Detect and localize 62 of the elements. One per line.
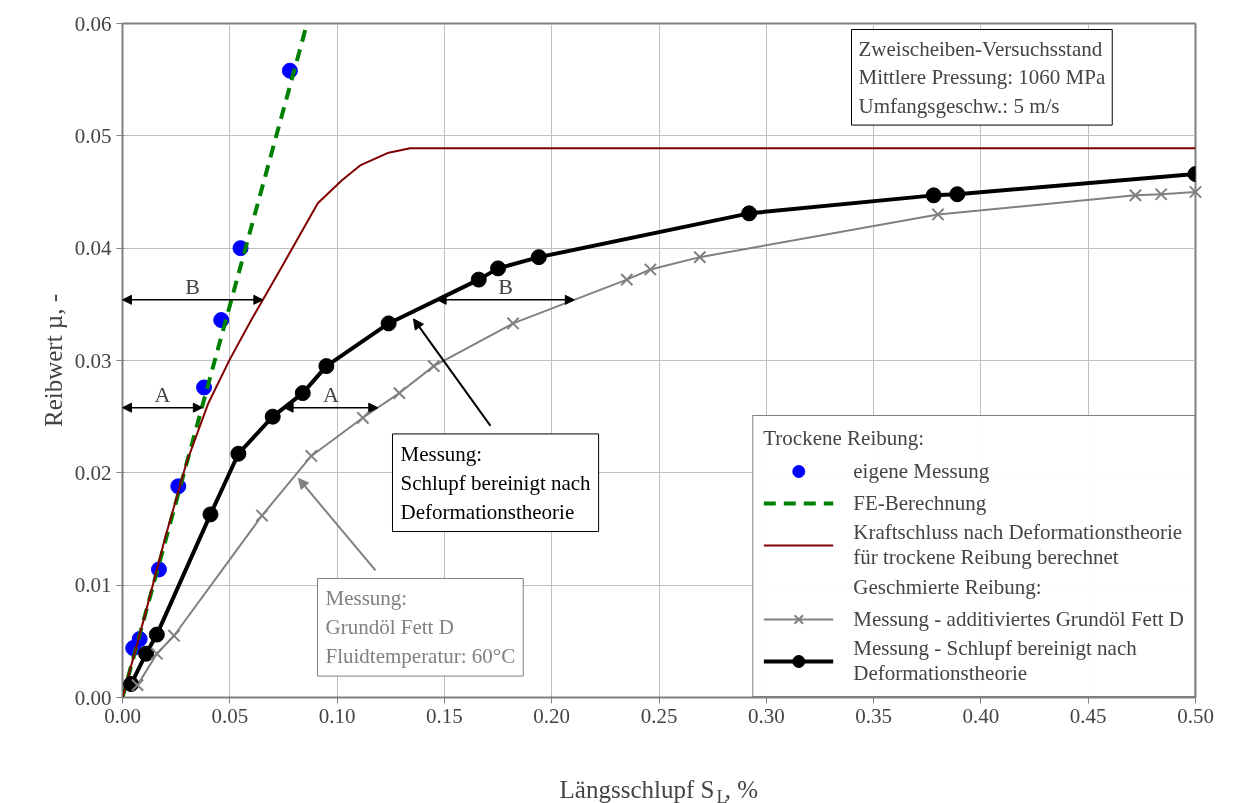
point xyxy=(167,629,181,643)
point xyxy=(202,506,219,523)
point xyxy=(741,205,758,222)
point xyxy=(264,408,281,425)
annotation: Messung: Grundöl Fett D Fluidtemperatur: 60°C xyxy=(325,586,516,669)
y-tick-label: 0.06 xyxy=(74,11,112,36)
x-tick-label: 0.05 xyxy=(211,703,249,728)
y-tick-label: 0.04 xyxy=(74,236,112,261)
point xyxy=(643,262,658,277)
y-tick-label: 0.03 xyxy=(74,348,112,373)
legend-label: Messung - additiviertes Grundöl Fett D xyxy=(853,606,1184,632)
annotation: B xyxy=(185,273,201,299)
point xyxy=(294,385,311,402)
point xyxy=(1154,187,1168,201)
point xyxy=(931,207,945,222)
point xyxy=(620,272,634,287)
y-tick-label: 0.02 xyxy=(74,460,112,485)
point xyxy=(318,358,335,375)
point xyxy=(1188,185,1203,199)
point xyxy=(130,678,145,692)
x-tick-label: 0.25 xyxy=(640,703,678,728)
annotation: Messung: Schlupf bereinigt nach Deformationstheorie xyxy=(400,441,592,524)
legend-label: Kraftschluss nach Deformationstheorie für trockene Reibung berechnet xyxy=(853,520,1183,570)
annotation: A xyxy=(322,381,339,407)
legend-label: Messung - Schlupf bereinigt nach Deformationstheorie xyxy=(853,636,1137,686)
point xyxy=(530,249,547,266)
x-tick-label: 0.45 xyxy=(1069,703,1107,728)
annotation: A xyxy=(154,381,171,407)
point xyxy=(490,260,507,277)
point xyxy=(255,508,269,523)
legend-label: FE-Berechnung xyxy=(853,490,987,516)
x-tick-label: 0.30 xyxy=(747,703,785,728)
point xyxy=(1128,188,1143,203)
x-tick-label: 0.10 xyxy=(318,703,356,728)
x-tick-label: 0.50 xyxy=(1177,703,1214,728)
y-tick-label: 0.00 xyxy=(74,685,112,710)
point xyxy=(392,386,406,400)
point xyxy=(427,359,441,373)
point xyxy=(506,316,520,331)
point xyxy=(925,187,942,204)
annotation: B xyxy=(498,273,514,299)
y-tick-label: 0.05 xyxy=(74,123,112,148)
legend-label: eigene Messung xyxy=(853,458,990,484)
point xyxy=(304,449,318,463)
annotation: Zweischeiben-Versuchsstand Mittlere Pressung: 1060 MPa Umfangsgeschw.: 5 m/s xyxy=(858,36,1106,119)
x-tick-label: 0.20 xyxy=(533,703,571,728)
point xyxy=(356,411,370,425)
annotation: Geschmierte Reibung: xyxy=(853,574,1042,600)
point xyxy=(380,315,397,332)
point xyxy=(693,250,707,264)
legend-title: Trockene Reibung: xyxy=(763,426,926,451)
point xyxy=(470,271,487,288)
point xyxy=(230,445,247,462)
x-tick-label: 0.35 xyxy=(855,703,892,728)
point xyxy=(949,186,966,203)
y-axis-title: Reibwert µ, - xyxy=(39,293,67,428)
point xyxy=(150,647,164,661)
x-tick-label: 0.40 xyxy=(962,703,1000,728)
y-tick-label: 0.01 xyxy=(74,573,112,598)
point xyxy=(138,645,155,662)
point xyxy=(148,626,165,643)
x-tick-label: 0.15 xyxy=(426,703,463,728)
